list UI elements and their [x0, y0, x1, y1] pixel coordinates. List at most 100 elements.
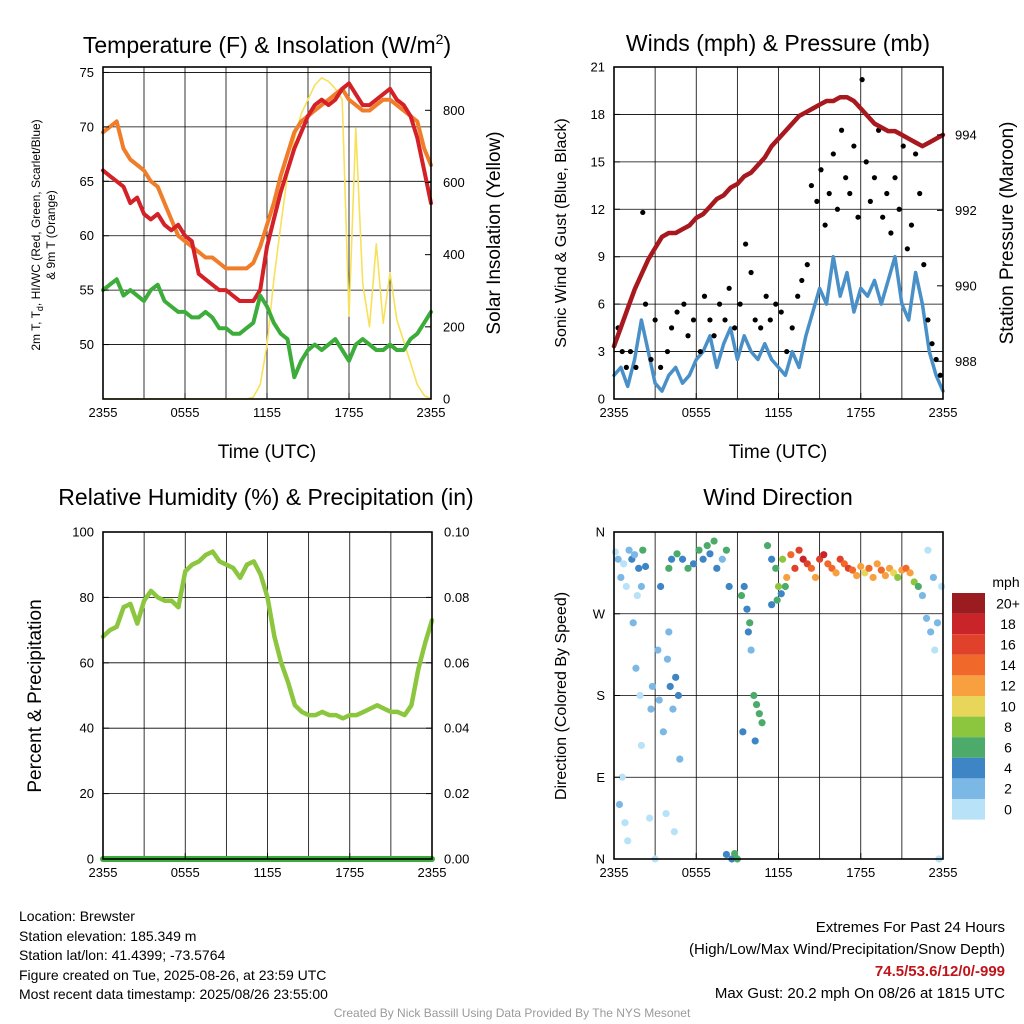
- gust-point: [690, 317, 697, 323]
- gust-point: [619, 348, 625, 355]
- dir-ytick-label: S: [596, 688, 605, 703]
- dir-title: Wind Direction: [703, 484, 853, 510]
- direction-point: [751, 737, 759, 745]
- dir-ytick-label: W: [593, 606, 606, 621]
- gust-point: [808, 182, 815, 189]
- dir-ytick-label: N: [596, 525, 605, 540]
- rh-ytick-label: 40: [80, 721, 94, 736]
- dir-xtick-label: 1755: [846, 865, 875, 880]
- gust-point: [900, 143, 906, 149]
- direction-point: [676, 755, 684, 763]
- direction-point: [617, 573, 625, 582]
- direction-point: [924, 546, 932, 554]
- gust-point: [834, 206, 841, 212]
- colorbar-swatch: [952, 778, 985, 799]
- gust-point: [847, 190, 853, 197]
- gust-point: [763, 293, 769, 299]
- direction-point: [618, 773, 626, 781]
- wind-axes: 2355 0555 1155 1755 235503691215182198899099…: [591, 60, 977, 421]
- colorbar-title: mph: [992, 574, 1019, 590]
- direction-point: [877, 566, 885, 574]
- gust-point: [908, 222, 915, 228]
- gust-point: [888, 230, 894, 236]
- gust-point: [633, 364, 639, 370]
- temp-ytick-label: 55: [80, 283, 94, 298]
- gust-point: [652, 317, 658, 323]
- direction-point: [713, 564, 721, 572]
- colorbar-swatch: [952, 716, 985, 738]
- direction-point: [848, 566, 857, 574]
- colorbar-swatch: [952, 675, 985, 696]
- wind-series-speed: [612, 254, 945, 393]
- direction-point: [914, 582, 922, 591]
- gust-point: [716, 301, 723, 307]
- rh-xtick-label: 2355: [418, 865, 447, 880]
- direction-point: [630, 551, 639, 559]
- colorbar-swatch: [952, 593, 985, 614]
- direction-point: [648, 682, 656, 691]
- gust-point: [880, 214, 886, 220]
- gust-point: [896, 206, 902, 212]
- direction-point: [655, 696, 663, 704]
- dir-colorbar: 20+ 18 16 14 12 10 8 6 4 2 0: [952, 593, 1020, 820]
- wind-xtick-label: 1755: [846, 405, 875, 420]
- direction-point: [787, 551, 795, 559]
- colorbar-label: 10: [1000, 698, 1016, 714]
- direction-point: [614, 555, 622, 563]
- direction-point: [746, 619, 754, 627]
- wind-xtick-label: 0555: [682, 405, 711, 420]
- direction-point: [722, 850, 731, 859]
- direction-point: [873, 560, 881, 568]
- gust-point: [711, 333, 717, 339]
- direction-point: [663, 655, 672, 663]
- direction-point: [758, 719, 766, 727]
- direction-point: [750, 691, 758, 700]
- latlon-text: Station lat/lon: 41.4399; -73.5764: [19, 947, 226, 963]
- gust-point: [640, 209, 646, 216]
- direction-point: [633, 591, 641, 600]
- dir-ytick-label: E: [596, 770, 605, 785]
- rh-grid: [103, 531, 432, 860]
- extremes-values: 74.5/53.6/12/0/-999: [874, 963, 1005, 980]
- colorbar-label: 16: [1000, 637, 1016, 653]
- dir-xtick-label: 2355: [929, 865, 958, 880]
- gust-point: [937, 372, 943, 378]
- direction-point: [865, 564, 873, 572]
- direction-point: [639, 546, 647, 554]
- gust-point: [758, 325, 764, 331]
- dir-xtick-label: 2355: [600, 865, 629, 880]
- direction-point: [774, 582, 783, 591]
- temp-ytick-label: 60: [80, 228, 94, 243]
- gust-point: [871, 175, 878, 181]
- temp-ytick-label: 75: [80, 65, 94, 80]
- wind-y2tick-label: 992: [955, 203, 977, 218]
- direction-point: [772, 564, 780, 572]
- colorbar-label: 2: [1004, 781, 1012, 797]
- direction-point: [768, 601, 776, 609]
- temp-y2tick-label: 600: [443, 175, 465, 190]
- gust-point: [701, 293, 708, 299]
- direction-point: [927, 628, 935, 636]
- temp-y2tick-label: 400: [443, 247, 465, 262]
- gust-point: [892, 175, 898, 181]
- extremes-subtitle: (High/Low/Max Wind/Precipitation/Snow De…: [689, 941, 1005, 958]
- rh-title: Relative Humidity (%) & Precipitation (i…: [58, 484, 473, 510]
- direction-point: [933, 619, 942, 627]
- gust-point: [830, 151, 836, 157]
- dir-grid: [614, 531, 943, 860]
- direction-point: [773, 596, 781, 604]
- temp-ytick-label: 70: [80, 119, 94, 134]
- gust-point: [722, 317, 728, 323]
- direction-point: [622, 582, 630, 591]
- direction-point: [657, 582, 665, 591]
- gust-point: [884, 190, 890, 197]
- temp-xtick-label: 1155: [253, 405, 281, 420]
- direction-point: [881, 572, 890, 580]
- temp-xtick-label: 0555: [171, 405, 200, 420]
- temp-ytick-label: 65: [80, 174, 94, 189]
- direction-point: [619, 560, 628, 568]
- direction-point: [731, 849, 739, 858]
- rh-y2tick-label: 0.02: [444, 786, 469, 801]
- wind-ylabel-right: Station Pressure (Maroon): [997, 122, 1018, 345]
- rh-y2tick-label: 0.04: [444, 721, 469, 736]
